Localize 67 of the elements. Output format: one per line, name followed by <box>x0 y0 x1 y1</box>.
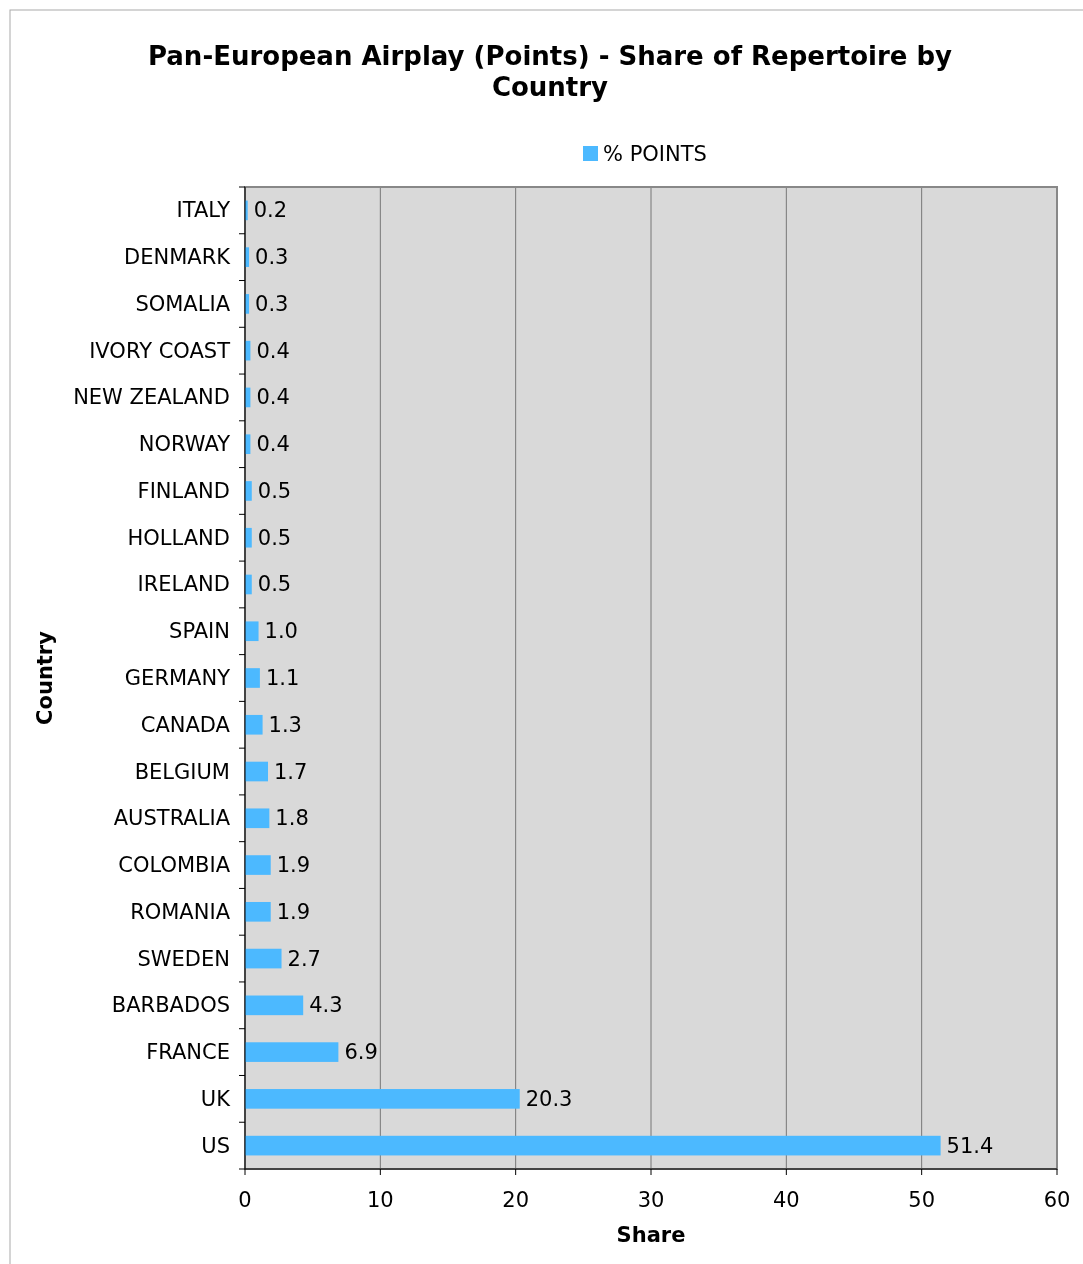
text: 0.3 <box>255 245 289 270</box>
x-tick-label: 20 <box>502 1188 530 1212</box>
x-tick-label: 30 <box>637 1188 665 1212</box>
y-tick-label: SPAIN <box>169 619 230 644</box>
text: 1.7 <box>274 759 308 784</box>
text: 0.4 <box>256 385 290 410</box>
y-tick-label: HOLLAND <box>127 525 230 550</box>
bar <box>245 527 252 548</box>
bar <box>245 1089 520 1109</box>
y-tick-label: SOMALIA <box>135 291 231 316</box>
text: 0.4 <box>256 338 290 363</box>
bar <box>245 995 304 1016</box>
chart-title: Pan-European Airplay (Points) - Share of Repertoire by Country <box>147 41 953 102</box>
text: 20.3 <box>525 1086 573 1111</box>
text: 1.9 <box>276 899 311 924</box>
x-tick-label: 40 <box>772 1188 800 1212</box>
y-tick-label: BELGIUM <box>134 759 230 784</box>
text: 0.5 <box>257 525 292 550</box>
x-tick-label: 10 <box>366 1188 394 1212</box>
text: 51.4 <box>946 1133 994 1158</box>
x-axis-title: Share <box>616 1223 686 1247</box>
bar <box>245 1135 941 1156</box>
text: 0.5 <box>257 478 292 503</box>
y-axis-title: Country <box>33 630 57 725</box>
bar <box>245 668 260 688</box>
bar <box>245 1042 339 1062</box>
bar <box>245 855 271 875</box>
text: 1.3 <box>268 712 302 737</box>
y-tick-label: COLOMBIA <box>118 853 231 878</box>
bar <box>245 761 269 782</box>
text: 0.2 <box>253 198 288 223</box>
x-tick-label: 60 <box>1043 1188 1071 1212</box>
bar <box>245 901 271 922</box>
y-tick-label: FRANCE <box>146 1040 230 1065</box>
text: 0.4 <box>256 432 290 457</box>
y-tick-label: AUSTRALIA <box>113 806 231 831</box>
y-tick-label: CANADA <box>140 712 231 737</box>
y-tick-label: NEW ZEALAND <box>73 385 230 410</box>
text: 1.9 <box>276 853 311 878</box>
text: 4.3 <box>309 993 343 1018</box>
text: 2.7 <box>287 946 321 971</box>
y-tick-label: NORWAY <box>138 432 231 457</box>
x-tick-label: 50 <box>908 1188 936 1212</box>
bar <box>245 621 259 642</box>
y-tick-label: BARBADOS <box>111 993 230 1018</box>
legend-label: % POINTS <box>603 142 707 166</box>
text: 1.0 <box>264 619 298 644</box>
y-tick-label: ROMANIA <box>130 899 231 924</box>
y-tick-label: IVORY COAST <box>89 338 231 363</box>
text: 1.8 <box>275 806 309 831</box>
text: 0.5 <box>257 572 292 597</box>
bar <box>245 714 263 735</box>
y-tick-label: SWEDEN <box>137 946 230 971</box>
bar <box>245 808 270 829</box>
y-tick-label: DENMARK <box>124 245 232 270</box>
y-tick-label: IRELAND <box>137 572 230 597</box>
text: 6.9 <box>344 1040 378 1065</box>
text: 1.1 <box>265 666 300 690</box>
bar <box>245 948 282 969</box>
y-tick-label: GERMANY <box>124 666 231 690</box>
y-tick-label: ITALY <box>176 198 231 223</box>
y-tick-label: UK <box>200 1086 232 1111</box>
text: 0.3 <box>255 291 289 316</box>
bar <box>245 481 252 501</box>
y-tick-label: US <box>201 1133 230 1158</box>
y-tick-label: FINLAND <box>137 478 230 503</box>
x-tick-label: 0 <box>238 1188 252 1212</box>
